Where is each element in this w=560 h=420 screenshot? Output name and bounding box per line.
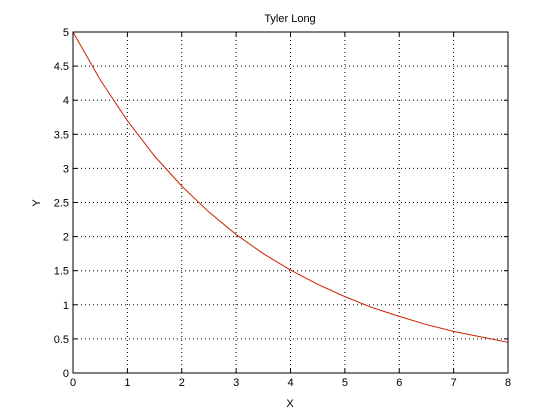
- x-tick-label: 0: [70, 377, 76, 389]
- y-tick-label: 5: [63, 27, 69, 39]
- y-tick-labels: 0 0.5 1 1.5 2 2.5 3 3.5 4 4.5 5: [54, 27, 69, 380]
- series-layer: [72, 31, 509, 343]
- plot-background: [73, 32, 508, 373]
- x-tick-label: 6: [396, 377, 402, 389]
- y-tick-label: 0: [63, 368, 69, 380]
- chart-title: Tyler Long: [264, 13, 315, 25]
- y-tick-label: 2: [63, 232, 69, 244]
- y-tick-label: 3: [63, 163, 69, 175]
- x-tick-label: 4: [287, 377, 293, 389]
- x-axis-label: X: [286, 398, 294, 410]
- y-tick-label: 2.5: [54, 198, 69, 210]
- y-tick-label: 3.5: [54, 129, 69, 141]
- x-tick-label: 7: [451, 377, 457, 389]
- series-line: [72, 31, 509, 343]
- x-tick-label: 8: [505, 377, 511, 389]
- y-tick-label: 1.5: [54, 266, 69, 278]
- y-tick-label: 4.5: [54, 61, 69, 73]
- x-tick-label: 3: [233, 377, 239, 389]
- x-tick-label: 2: [179, 377, 185, 389]
- y-tick-label: 4: [63, 95, 69, 107]
- x-tick-label: 5: [342, 377, 348, 389]
- y-axis-label: Y: [31, 199, 43, 207]
- ticks: [72, 31, 509, 374]
- y-tick-label: 0.5: [54, 334, 69, 346]
- x-tick-label: 1: [124, 377, 130, 389]
- x-tick-labels: 0 1 2 3 4 5 6 7 8: [70, 377, 511, 389]
- grid: [73, 32, 508, 373]
- y-tick-label: 1: [63, 300, 69, 312]
